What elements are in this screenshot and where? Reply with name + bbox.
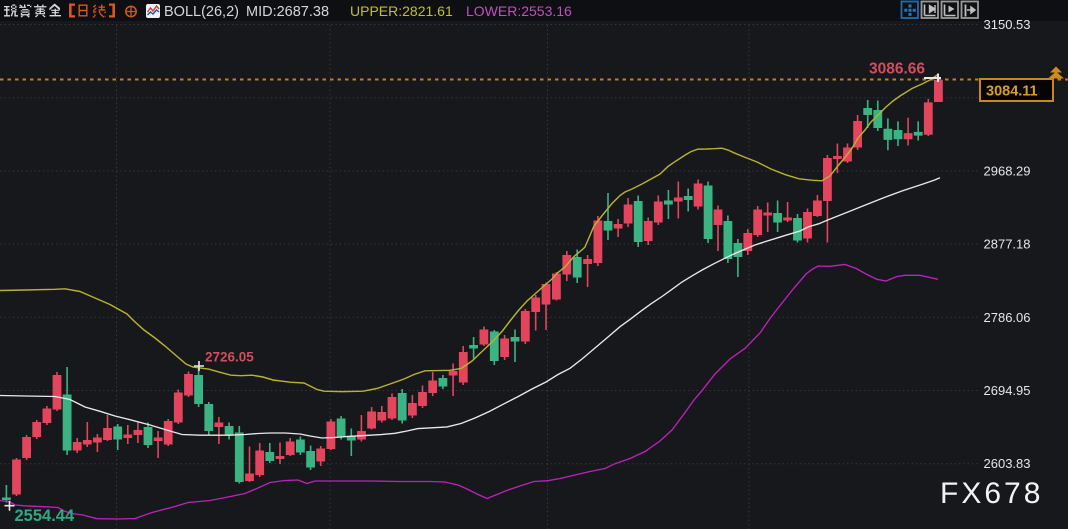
svg-text:3086.66: 3086.66 — [869, 61, 925, 78]
svg-text:2603.83: 2603.83 — [984, 456, 1031, 471]
svg-text:2726.05: 2726.05 — [205, 350, 254, 365]
svg-text:3150.53: 3150.53 — [984, 17, 1031, 32]
svg-text:3084.11: 3084.11 — [986, 84, 1038, 100]
svg-text:2877.18: 2877.18 — [984, 237, 1031, 252]
svg-text:BOLL(26,2): BOLL(26,2) — [164, 4, 239, 20]
svg-text:UPPER:2821.61: UPPER:2821.61 — [350, 3, 453, 19]
svg-text:FX678: FX678 — [940, 477, 1043, 510]
svg-text:2786.06: 2786.06 — [984, 310, 1031, 325]
svg-text:2694.95: 2694.95 — [984, 383, 1031, 398]
svg-text:LOWER:2553.16: LOWER:2553.16 — [466, 3, 572, 19]
svg-text:MID:2687.38: MID:2687.38 — [246, 4, 329, 20]
svg-text:2968.29: 2968.29 — [984, 163, 1031, 178]
svg-text:2554.44: 2554.44 — [15, 507, 75, 525]
